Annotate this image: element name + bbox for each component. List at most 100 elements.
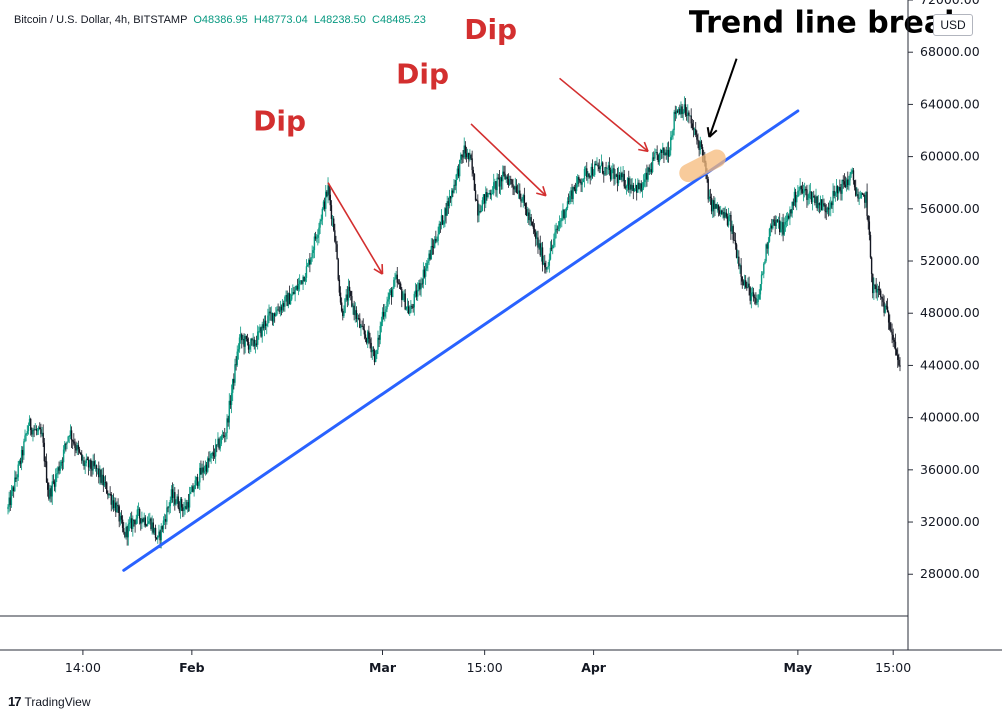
candle-body	[132, 520, 133, 529]
candle-body	[493, 182, 494, 193]
trend-break-label: Trend line break	[689, 6, 965, 41]
candle-body	[753, 292, 754, 297]
candle-body	[66, 442, 67, 444]
candle-body	[7, 507, 8, 509]
candle-body	[318, 228, 319, 235]
candle-body	[436, 241, 437, 242]
candle-body	[385, 309, 386, 312]
candle-body	[27, 431, 28, 434]
candle-body	[258, 331, 259, 332]
candle-body	[559, 221, 560, 226]
candle-body	[23, 441, 24, 455]
candle-body	[37, 431, 38, 432]
candle-body	[195, 480, 196, 489]
candle-body	[225, 433, 226, 436]
candle-body	[886, 306, 887, 307]
candle-body	[849, 174, 850, 180]
candle-body	[175, 503, 176, 504]
candle-body	[671, 135, 672, 137]
candle-body	[482, 200, 483, 211]
candle-body	[735, 240, 736, 244]
candle-body	[313, 250, 314, 253]
candle-body	[316, 238, 317, 239]
candle-body	[267, 316, 268, 324]
candle-body	[174, 492, 175, 504]
candle-body	[870, 235, 871, 258]
candle-body	[341, 302, 342, 310]
candle-body	[168, 506, 169, 507]
candle-body	[611, 169, 612, 179]
candle-body	[888, 312, 889, 322]
candle-body	[426, 263, 427, 268]
candle-body	[170, 500, 171, 506]
candle-body	[899, 365, 900, 366]
candle-body	[710, 197, 711, 198]
candle-body	[317, 235, 318, 238]
candle-body	[247, 339, 248, 342]
candle-body	[387, 299, 388, 301]
candle-body	[306, 266, 307, 278]
candle-body	[760, 284, 761, 294]
candle-body	[824, 205, 825, 211]
candle-body	[409, 313, 410, 314]
candle-body	[339, 280, 340, 293]
price-tick-label: 32000.00	[920, 514, 980, 529]
candle-body	[338, 259, 339, 279]
candle-body	[425, 268, 426, 276]
candle-body	[277, 310, 278, 311]
candle-body	[507, 177, 508, 179]
candle-body	[333, 219, 334, 231]
candle-body	[64, 444, 65, 450]
candle-body	[881, 297, 882, 299]
candle-body	[453, 185, 454, 193]
currency-badge[interactable]: USD	[933, 14, 973, 36]
candle-body	[576, 184, 577, 191]
candle-body	[759, 294, 760, 298]
candle-body	[512, 184, 513, 187]
tradingview-logo-icon: 17	[8, 694, 20, 709]
candle-body	[72, 440, 73, 441]
candle-body	[533, 226, 534, 229]
symbol-name: Bitcoin / U.S. Dollar, 4h, BITSTAMP	[14, 14, 187, 26]
candle-body	[80, 453, 81, 454]
candle-body	[189, 494, 190, 508]
candle-body	[266, 324, 267, 326]
candle-body	[786, 221, 787, 222]
candle-body	[796, 197, 797, 202]
candle-body	[340, 293, 341, 303]
candle-body	[654, 153, 655, 159]
candle-body	[745, 280, 746, 287]
candle-body	[784, 225, 785, 235]
candle-body	[74, 444, 75, 448]
candle-body	[432, 246, 433, 247]
candle-body	[560, 220, 561, 221]
candle-body	[574, 187, 575, 189]
candle-body	[683, 112, 684, 114]
candle-body	[868, 216, 869, 222]
candle-body	[602, 162, 603, 173]
candle-body	[530, 217, 531, 221]
candle-body	[42, 433, 43, 443]
candle-body	[246, 336, 247, 339]
candle-body	[178, 496, 179, 507]
candle-body	[889, 323, 890, 330]
candle-body	[854, 180, 855, 187]
candle-body	[213, 453, 214, 456]
candle-body	[380, 326, 381, 340]
candle-body	[147, 524, 148, 526]
candle-body	[701, 141, 702, 147]
candle-body	[190, 492, 191, 494]
candle-body	[221, 436, 222, 443]
branding[interactable]: 17 TradingView	[8, 694, 91, 709]
candle-body	[860, 198, 861, 199]
candle-body	[117, 505, 118, 506]
candle-body	[215, 444, 216, 456]
candle-body	[465, 145, 466, 153]
candle-body	[780, 229, 781, 232]
candle-body	[869, 221, 870, 234]
candle-body	[582, 182, 583, 185]
candle-body	[121, 516, 122, 520]
candle-body	[718, 205, 719, 211]
